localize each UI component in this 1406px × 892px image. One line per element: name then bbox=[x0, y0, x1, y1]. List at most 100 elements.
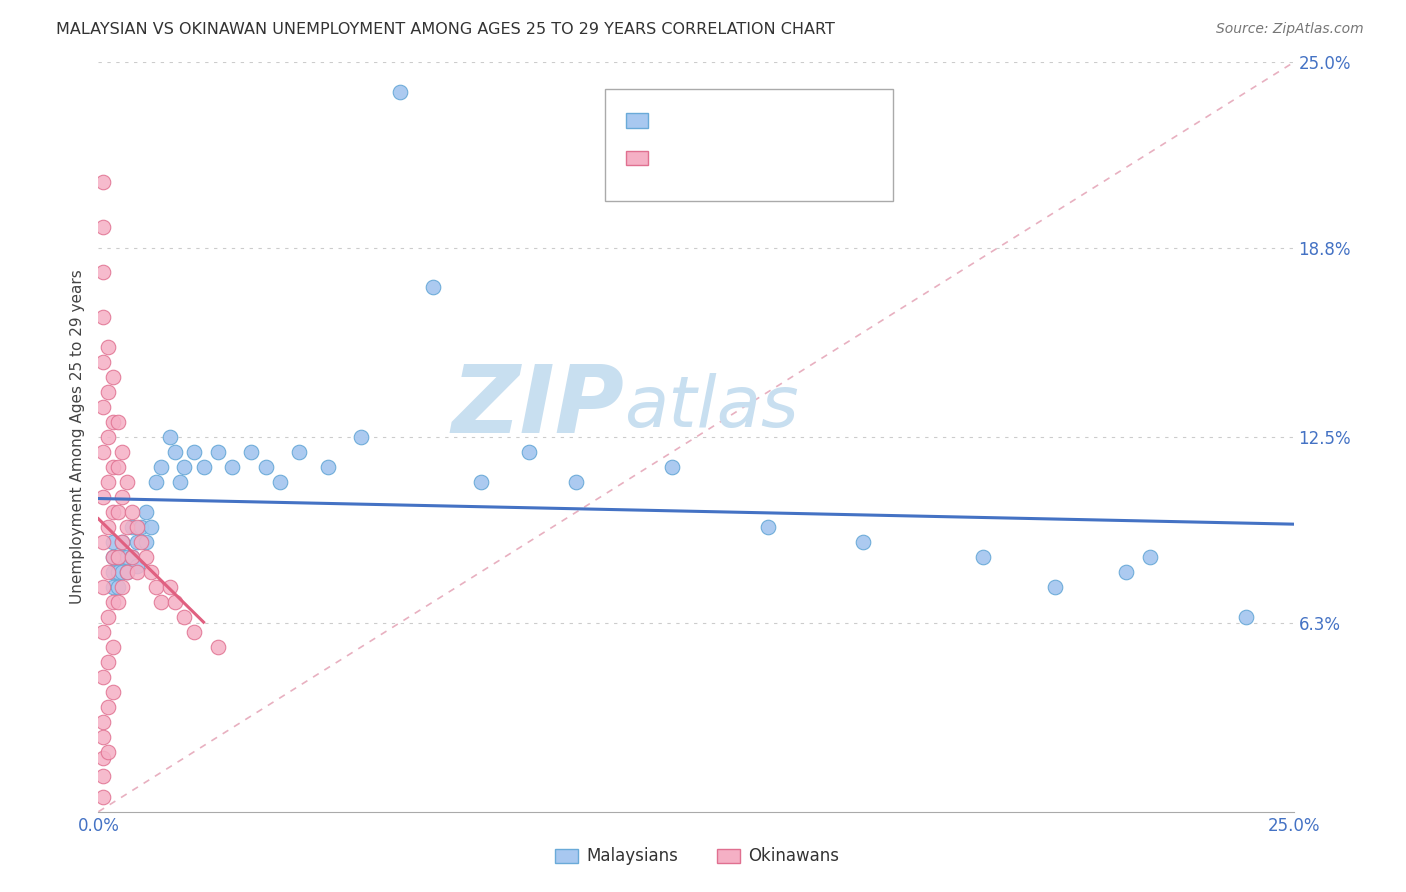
Point bbox=[101, 370, 124, 384]
Point bbox=[115, 549, 138, 564]
Point bbox=[173, 460, 195, 475]
Text: atlas: atlas bbox=[624, 373, 799, 442]
Point bbox=[115, 565, 138, 579]
Point bbox=[756, 520, 779, 534]
Point bbox=[101, 535, 124, 549]
Text: Source: ZipAtlas.com: Source: ZipAtlas.com bbox=[1216, 22, 1364, 37]
Point bbox=[288, 445, 311, 459]
Point bbox=[107, 415, 129, 429]
Text: Okinawans: Okinawans bbox=[748, 847, 839, 865]
Point bbox=[101, 549, 124, 564]
Point bbox=[135, 549, 157, 564]
Text: N =: N = bbox=[763, 149, 800, 167]
Point bbox=[121, 549, 143, 564]
Point bbox=[101, 580, 124, 594]
Point bbox=[1043, 580, 1066, 594]
Text: MALAYSIAN VS OKINAWAN UNEMPLOYMENT AMONG AGES 25 TO 29 YEARS CORRELATION CHART: MALAYSIAN VS OKINAWAN UNEMPLOYMENT AMONG… bbox=[56, 22, 835, 37]
Point bbox=[91, 310, 114, 325]
Point bbox=[91, 220, 114, 235]
Point bbox=[163, 445, 186, 459]
Point bbox=[101, 640, 124, 654]
Point bbox=[388, 86, 411, 100]
Point bbox=[97, 430, 120, 444]
Point bbox=[125, 535, 148, 549]
Point bbox=[107, 549, 129, 564]
Point bbox=[97, 655, 120, 669]
Point bbox=[139, 520, 162, 534]
Point bbox=[316, 460, 339, 475]
Point bbox=[97, 475, 120, 489]
Point bbox=[91, 670, 114, 684]
Point bbox=[97, 745, 120, 759]
Point bbox=[183, 624, 205, 639]
Point bbox=[101, 549, 124, 564]
Point bbox=[1234, 610, 1257, 624]
Point bbox=[91, 714, 114, 729]
Point bbox=[111, 535, 134, 549]
Point bbox=[1115, 565, 1137, 579]
Point bbox=[269, 475, 291, 489]
Point bbox=[121, 505, 143, 519]
Point bbox=[97, 699, 120, 714]
Point bbox=[101, 595, 124, 609]
Point bbox=[91, 355, 114, 369]
Point bbox=[97, 385, 120, 400]
Point bbox=[207, 445, 229, 459]
Point bbox=[111, 580, 134, 594]
Point bbox=[470, 475, 492, 489]
Point bbox=[97, 610, 120, 624]
Point bbox=[111, 549, 134, 564]
Point bbox=[183, 445, 205, 459]
Point bbox=[91, 535, 114, 549]
Point bbox=[91, 400, 114, 414]
Point bbox=[91, 490, 114, 504]
Point bbox=[91, 730, 114, 744]
Point bbox=[221, 460, 243, 475]
Point bbox=[101, 685, 124, 699]
Point bbox=[91, 624, 114, 639]
Point bbox=[125, 520, 148, 534]
Point bbox=[91, 751, 114, 765]
Point bbox=[101, 505, 124, 519]
Point bbox=[125, 565, 148, 579]
Point bbox=[207, 640, 229, 654]
Point bbox=[131, 535, 153, 549]
Text: 61: 61 bbox=[799, 149, 821, 167]
Point bbox=[101, 415, 124, 429]
Point bbox=[111, 535, 134, 549]
Text: 0.121: 0.121 bbox=[693, 112, 745, 129]
Point bbox=[121, 520, 143, 534]
Point bbox=[254, 460, 277, 475]
Point bbox=[91, 580, 114, 594]
Point bbox=[661, 460, 683, 475]
Text: R =: R = bbox=[657, 149, 693, 167]
Point bbox=[107, 565, 129, 579]
Point bbox=[240, 445, 263, 459]
Point bbox=[135, 505, 157, 519]
Point bbox=[111, 445, 134, 459]
Point bbox=[517, 445, 540, 459]
Point bbox=[107, 580, 129, 594]
Point bbox=[159, 430, 181, 444]
Point bbox=[115, 520, 138, 534]
Point bbox=[139, 565, 162, 579]
Point bbox=[1139, 549, 1161, 564]
Text: Malaysians: Malaysians bbox=[586, 847, 678, 865]
Point bbox=[149, 460, 172, 475]
Text: 0.345: 0.345 bbox=[693, 149, 745, 167]
Point bbox=[852, 535, 875, 549]
Point bbox=[173, 610, 195, 624]
Point bbox=[565, 475, 588, 489]
Point bbox=[972, 549, 994, 564]
Point bbox=[91, 265, 114, 279]
Point bbox=[97, 340, 120, 354]
Point bbox=[91, 769, 114, 783]
Point bbox=[193, 460, 215, 475]
Point bbox=[101, 460, 124, 475]
Point bbox=[149, 595, 172, 609]
Point bbox=[111, 565, 134, 579]
Point bbox=[163, 595, 186, 609]
Point bbox=[97, 520, 120, 534]
Text: N =: N = bbox=[763, 112, 800, 129]
Point bbox=[91, 789, 114, 804]
